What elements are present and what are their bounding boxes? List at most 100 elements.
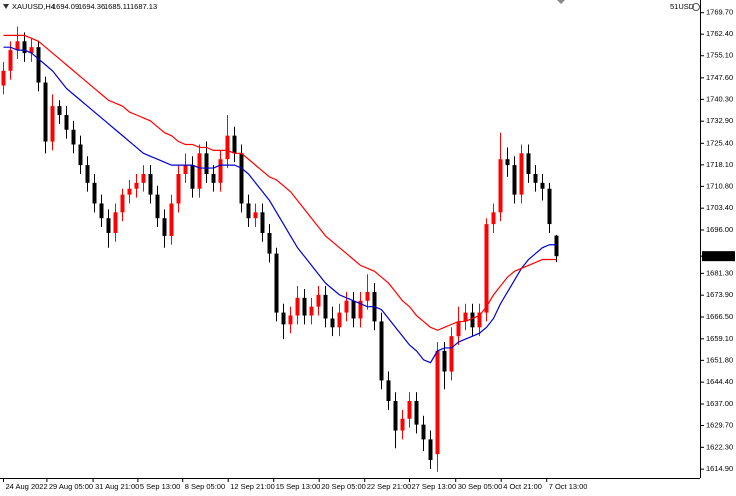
price-label: 1687.13 (705, 251, 732, 260)
candle-body (57, 106, 62, 116)
candle-body (316, 294, 321, 307)
x-tick-label: 31 Aug 21:00 (95, 482, 139, 491)
candle-body (274, 253, 279, 313)
candle-body (99, 203, 104, 219)
ohlc-value: 1687.13 (130, 2, 157, 11)
candle-body (127, 188, 132, 195)
candle-body (386, 380, 391, 402)
candle-body (407, 401, 412, 419)
candle-body (547, 188, 552, 225)
candle-body (358, 300, 363, 319)
y-tick-label: 1614.90 (706, 464, 733, 473)
y-tick-label: 1762.40 (706, 29, 733, 38)
y-tick-label: 1696.00 (706, 225, 733, 234)
ohlc-value: 1685.11 (104, 2, 131, 11)
candle-body (344, 300, 349, 313)
ohlc-value: 1694.09 (52, 2, 79, 11)
candle-body (197, 153, 202, 189)
candle-body (512, 165, 517, 195)
y-tick-label: 1703.40 (706, 203, 733, 212)
candle-body (393, 401, 398, 431)
candle-body (113, 212, 118, 233)
candle-body (8, 50, 13, 71)
candle-body (526, 153, 531, 174)
candle-body (183, 165, 188, 174)
price-label-box (702, 251, 735, 262)
x-tick-label: 7 Oct 13:00 (549, 482, 588, 491)
candle-body (281, 312, 286, 325)
candle-body (155, 194, 160, 219)
candle-body (449, 336, 454, 372)
y-tick-label: 1629.70 (706, 420, 733, 429)
candle-body (106, 218, 111, 233)
candle-body (337, 312, 342, 328)
candle-body (302, 297, 307, 316)
candle-body (288, 315, 293, 325)
candle-body (169, 203, 174, 236)
x-tick-label: 12 Sep 21:00 (230, 482, 275, 491)
candle-body (491, 212, 496, 225)
y-tick-label: 1769.70 (706, 8, 733, 17)
symbol-menu-icon[interactable] (3, 4, 9, 9)
close-icon[interactable] (692, 3, 700, 11)
candle-body (148, 173, 153, 195)
candle-body (190, 165, 195, 189)
y-tick-label: 1710.80 (706, 181, 733, 190)
x-tick-label: 29 Aug 05:00 (49, 482, 93, 491)
candle-body (1, 70, 6, 86)
candle-body (379, 321, 384, 381)
candle-body (43, 82, 48, 142)
candle-body (211, 173, 216, 183)
ohlc-value: 1694.36 (78, 2, 105, 11)
y-tick-label: 1740.30 (706, 94, 733, 103)
symbol: XAUUSD,H4 (12, 2, 55, 11)
candle-body (470, 312, 475, 328)
candle-body (15, 41, 20, 51)
candle-body (505, 159, 510, 166)
candle-body (484, 224, 489, 313)
candle-body (92, 182, 97, 204)
y-tick-label: 1666.50 (706, 312, 733, 321)
y-tick-label: 1725.40 (706, 138, 733, 147)
y-tick-label: 1644.40 (706, 377, 733, 386)
candle-body (442, 350, 447, 372)
candle-body (64, 115, 69, 130)
x-tick-label: 8 Sep 05:00 (185, 482, 225, 491)
candle-body (400, 418, 405, 431)
candle-body (540, 182, 545, 189)
y-tick-label: 1732.90 (706, 116, 733, 125)
x-tick-label: 15 Sep 13:00 (276, 482, 321, 491)
y-tick-label: 1747.60 (706, 73, 733, 82)
account-currency: 51USD (670, 2, 695, 11)
candle-body (554, 235, 559, 257)
x-tick-label: 5 Sep 13:00 (140, 482, 180, 491)
candle-body (218, 159, 223, 183)
x-tick-label: 4 Oct 21:00 (503, 482, 542, 491)
shift-marker[interactable] (557, 0, 565, 4)
candle-body (253, 212, 258, 219)
candle-body (85, 165, 90, 183)
y-tick-label: 1718.10 (706, 160, 733, 169)
candle-body (260, 212, 265, 233)
y-tick-label: 1637.00 (706, 399, 733, 408)
candle-body (295, 297, 300, 316)
candle-body (22, 41, 27, 54)
candle-body (162, 218, 167, 236)
candle-body (498, 159, 503, 213)
y-tick-label: 1681.30 (706, 268, 733, 277)
y-tick-label: 1659.10 (706, 334, 733, 343)
candle-body (29, 47, 34, 54)
candle-body (120, 194, 125, 213)
x-tick-label: 22 Sep 21:00 (367, 482, 412, 491)
x-tick-label: 30 Sep 05:00 (458, 482, 503, 491)
candle-body (428, 439, 433, 461)
y-tick-label: 1622.30 (706, 442, 733, 451)
candle-body (134, 182, 139, 189)
candle-body (421, 424, 426, 440)
y-tick-label: 1673.90 (706, 290, 733, 299)
candle-body (330, 318, 335, 328)
candle-body (239, 153, 244, 204)
